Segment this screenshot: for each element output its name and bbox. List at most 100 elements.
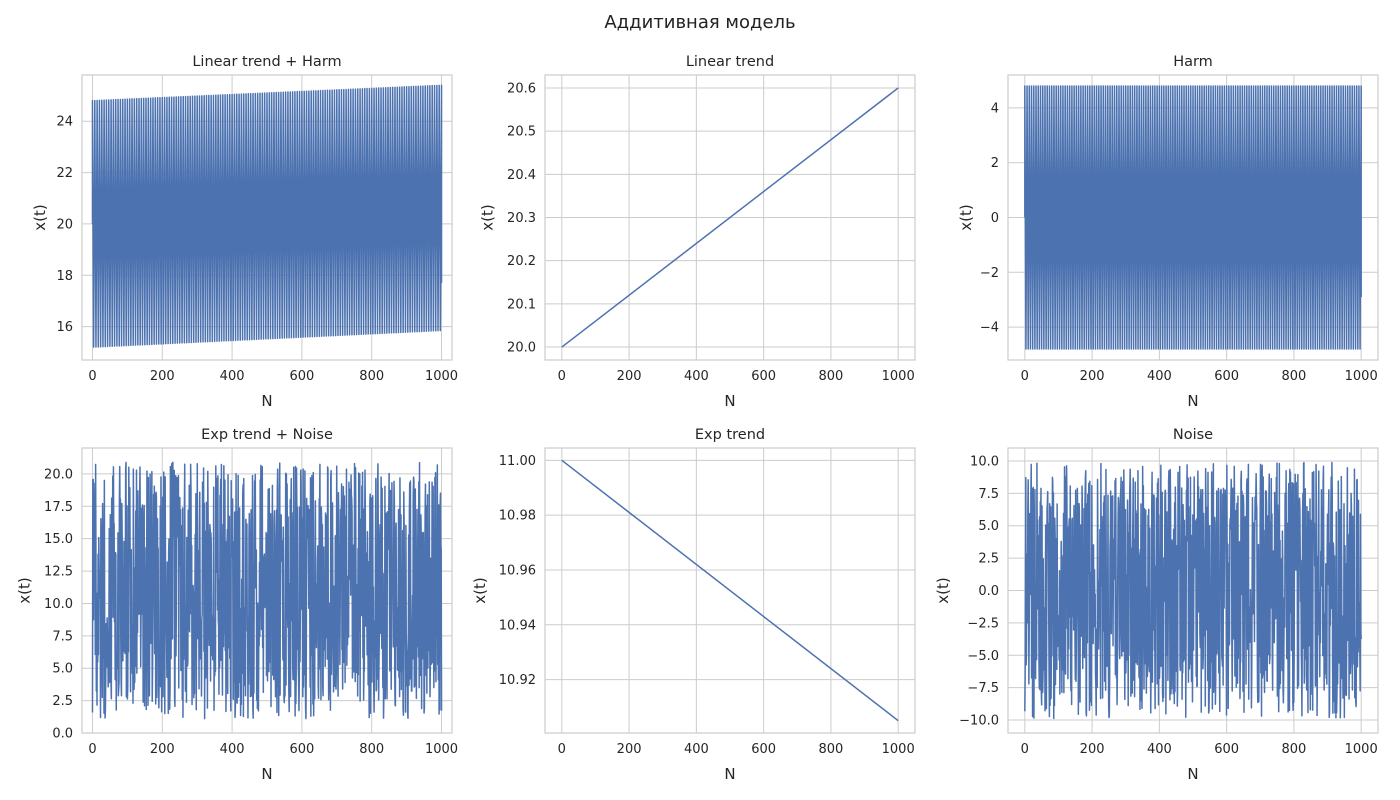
axes-frame xyxy=(1007,447,1379,734)
axes-frame xyxy=(81,447,453,734)
y-tick-label: 10.0 xyxy=(970,454,999,469)
y-tick-label: 20.2 xyxy=(507,254,536,269)
y-tick-label: −2 xyxy=(980,266,999,281)
x-tick-label: 1000 xyxy=(882,742,915,757)
x-tick-label: 600 xyxy=(289,369,314,384)
x-tick-label: 400 xyxy=(220,742,245,757)
y-tick-label: 4 xyxy=(991,101,999,116)
subplot-title: Linear trend + Harm xyxy=(192,54,341,70)
subplot-4: 0 200 400 600 800 1000 0.0 2.5 5.0 7.5 10.0 12.5 15.… xyxy=(16,427,458,783)
y-tick-label: 20.5 xyxy=(507,125,536,140)
x-tick-label: 600 xyxy=(1214,742,1239,757)
x-tick-label: 1000 xyxy=(1345,369,1378,384)
x-tick-label: 1000 xyxy=(425,742,458,757)
subplot-title: Noise xyxy=(1173,427,1213,443)
x-tick-label: 200 xyxy=(617,742,642,757)
y-tick-label: 2 xyxy=(991,156,999,171)
y-tick-label: 20.0 xyxy=(44,467,73,482)
y-tick-label: 10.0 xyxy=(44,597,73,612)
y-tick-label: −10.0 xyxy=(959,714,999,729)
x-tick-label: 800 xyxy=(1281,742,1306,757)
y-tick-label: 0 xyxy=(991,211,999,226)
series-line xyxy=(91,84,443,348)
y-tick-label: 20.0 xyxy=(507,341,536,356)
x-tick-label: 600 xyxy=(751,369,776,384)
x-tick-label: 200 xyxy=(150,742,175,757)
y-tick-label: −4 xyxy=(980,321,999,336)
y-tick-label: 10.98 xyxy=(499,509,536,524)
x-tick-label: 1000 xyxy=(882,369,915,384)
series-line xyxy=(1024,461,1362,720)
y-tick-label: 20.6 xyxy=(507,81,536,96)
y-axis-label: x(t) xyxy=(934,577,952,603)
subplot-title: Linear trend xyxy=(686,54,774,70)
y-tick-label: 15.0 xyxy=(44,532,73,547)
x-tick-label: 0 xyxy=(1021,742,1029,757)
x-tick-label: 800 xyxy=(818,742,843,757)
x-tick-label: 800 xyxy=(1281,369,1306,384)
axes-frame xyxy=(544,447,916,734)
x-tick-label: 200 xyxy=(1080,369,1105,384)
y-tick-label: 18 xyxy=(56,269,73,284)
y-axis-label: x(t) xyxy=(471,577,489,603)
x-axis-label: N xyxy=(261,765,272,783)
axes-frame xyxy=(81,74,453,361)
x-axis-label: N xyxy=(1187,765,1198,783)
series-line xyxy=(1024,85,1362,350)
x-tick-label: 800 xyxy=(359,742,384,757)
subplot-1: 0 200 400 600 800 1000 16 18 20 22 24 Linear trend … xyxy=(31,54,458,410)
x-axis-label: N xyxy=(1187,392,1198,410)
x-tick-label: 400 xyxy=(220,369,245,384)
x-tick-label: 400 xyxy=(684,742,709,757)
subplot-title: Exp trend + Noise xyxy=(201,427,333,443)
y-tick-label: 7.5 xyxy=(978,487,999,502)
y-tick-label: 2.5 xyxy=(52,694,73,709)
x-axis-label: N xyxy=(261,392,272,410)
x-tick-label: 200 xyxy=(1080,742,1105,757)
x-axis-label: N xyxy=(724,392,735,410)
x-tick-label: 400 xyxy=(1147,742,1172,757)
subplot-6: 0 200 400 600 800 1000 −10.0 −7.5 −5.0 −2.5 0.0 2.5… xyxy=(934,427,1379,783)
y-tick-label: 0.0 xyxy=(52,727,73,742)
subplot-5: 0 200 400 600 800 1000 10.92 10.94 10.96 10.98 11.… xyxy=(471,427,916,783)
x-tick-label: 1000 xyxy=(1345,742,1378,757)
x-tick-label: 0 xyxy=(88,369,96,384)
y-tick-label: −2.5 xyxy=(967,616,999,631)
y-tick-label: 7.5 xyxy=(52,629,73,644)
y-tick-label: 12.5 xyxy=(44,565,73,580)
y-tick-label: 20.1 xyxy=(507,297,536,312)
figure-title: Аддитивная модель xyxy=(604,12,796,33)
x-tick-label: 800 xyxy=(818,369,843,384)
y-tick-label: 20.4 xyxy=(507,168,536,183)
series-line xyxy=(91,461,443,720)
y-axis-label: x(t) xyxy=(957,204,975,230)
subplot-title: Harm xyxy=(1173,54,1213,70)
x-axis-label: N xyxy=(724,765,735,783)
y-tick-label: −5.0 xyxy=(967,649,999,664)
subplot-title: Exp trend xyxy=(695,427,765,443)
y-tick-label: 20.3 xyxy=(507,211,536,226)
x-tick-label: 400 xyxy=(1147,369,1172,384)
x-tick-label: 1000 xyxy=(425,369,458,384)
x-tick-label: 400 xyxy=(684,369,709,384)
y-tick-label: 5.0 xyxy=(52,662,73,677)
subplot-2: 0 200 400 600 800 1000 20.0 20.1 20.2 20.3 20.4 20.… xyxy=(479,54,916,410)
y-tick-label: −7.5 xyxy=(967,681,999,696)
axes-frame xyxy=(544,74,916,361)
y-tick-label: 22 xyxy=(56,166,73,181)
subplot-3: 0 200 400 600 800 1000 −4 −2 0 2 4 Harm Nx(t) xyxy=(957,54,1379,410)
y-tick-label: 2.5 xyxy=(978,552,999,567)
series-line xyxy=(561,459,899,722)
series-line xyxy=(561,87,899,348)
x-tick-label: 0 xyxy=(88,742,96,757)
x-tick-label: 600 xyxy=(1214,369,1239,384)
x-tick-label: 200 xyxy=(617,369,642,384)
x-tick-label: 0 xyxy=(558,742,566,757)
x-tick-label: 0 xyxy=(558,369,566,384)
x-tick-label: 0 xyxy=(1021,369,1029,384)
y-tick-label: 10.92 xyxy=(499,673,536,688)
y-tick-label: 16 xyxy=(56,320,73,335)
y-axis-label: x(t) xyxy=(479,204,497,230)
y-tick-label: 11.00 xyxy=(499,454,536,469)
